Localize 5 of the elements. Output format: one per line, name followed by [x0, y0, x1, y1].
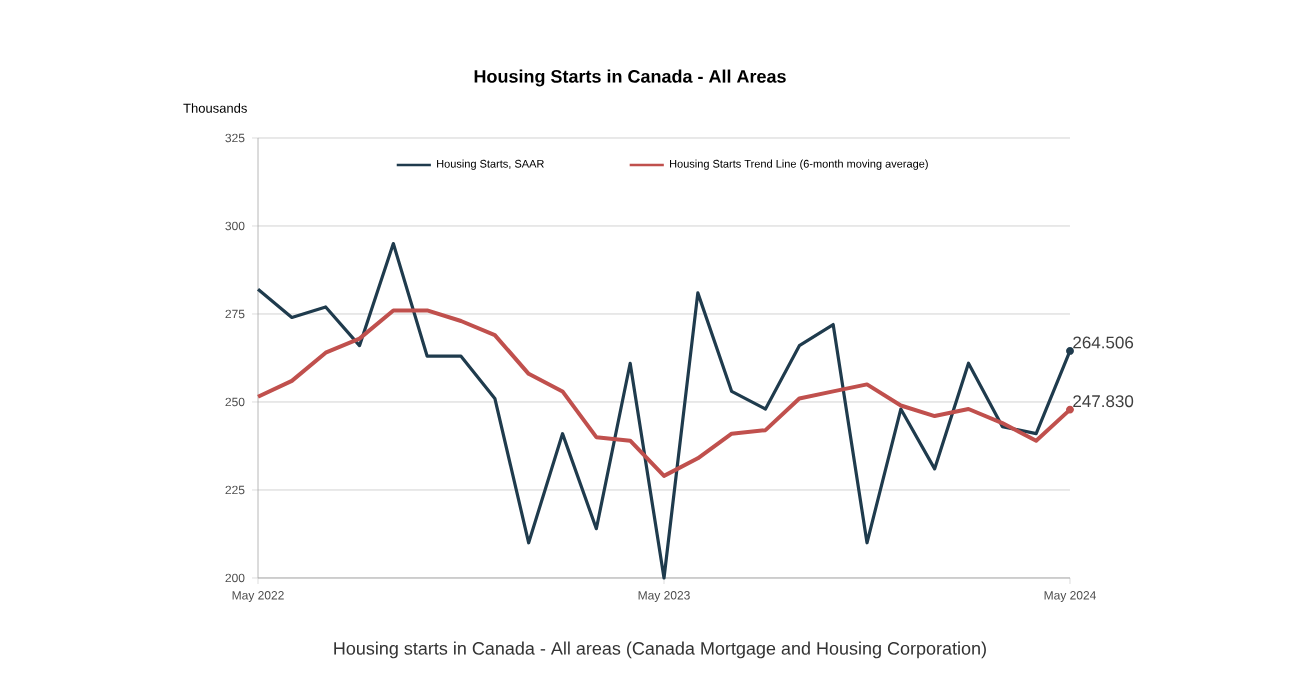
line-series — [256, 308, 1074, 478]
chart-title: Housing Starts in Canada - All Areas — [474, 69, 786, 87]
data-label: 247.830 — [1073, 395, 1134, 408]
text: Housing starts in Canada - All areas (Canada Mortgage and Housing Corporation) — [334, 641, 986, 659]
data-label: 264.506 — [1073, 336, 1134, 349]
